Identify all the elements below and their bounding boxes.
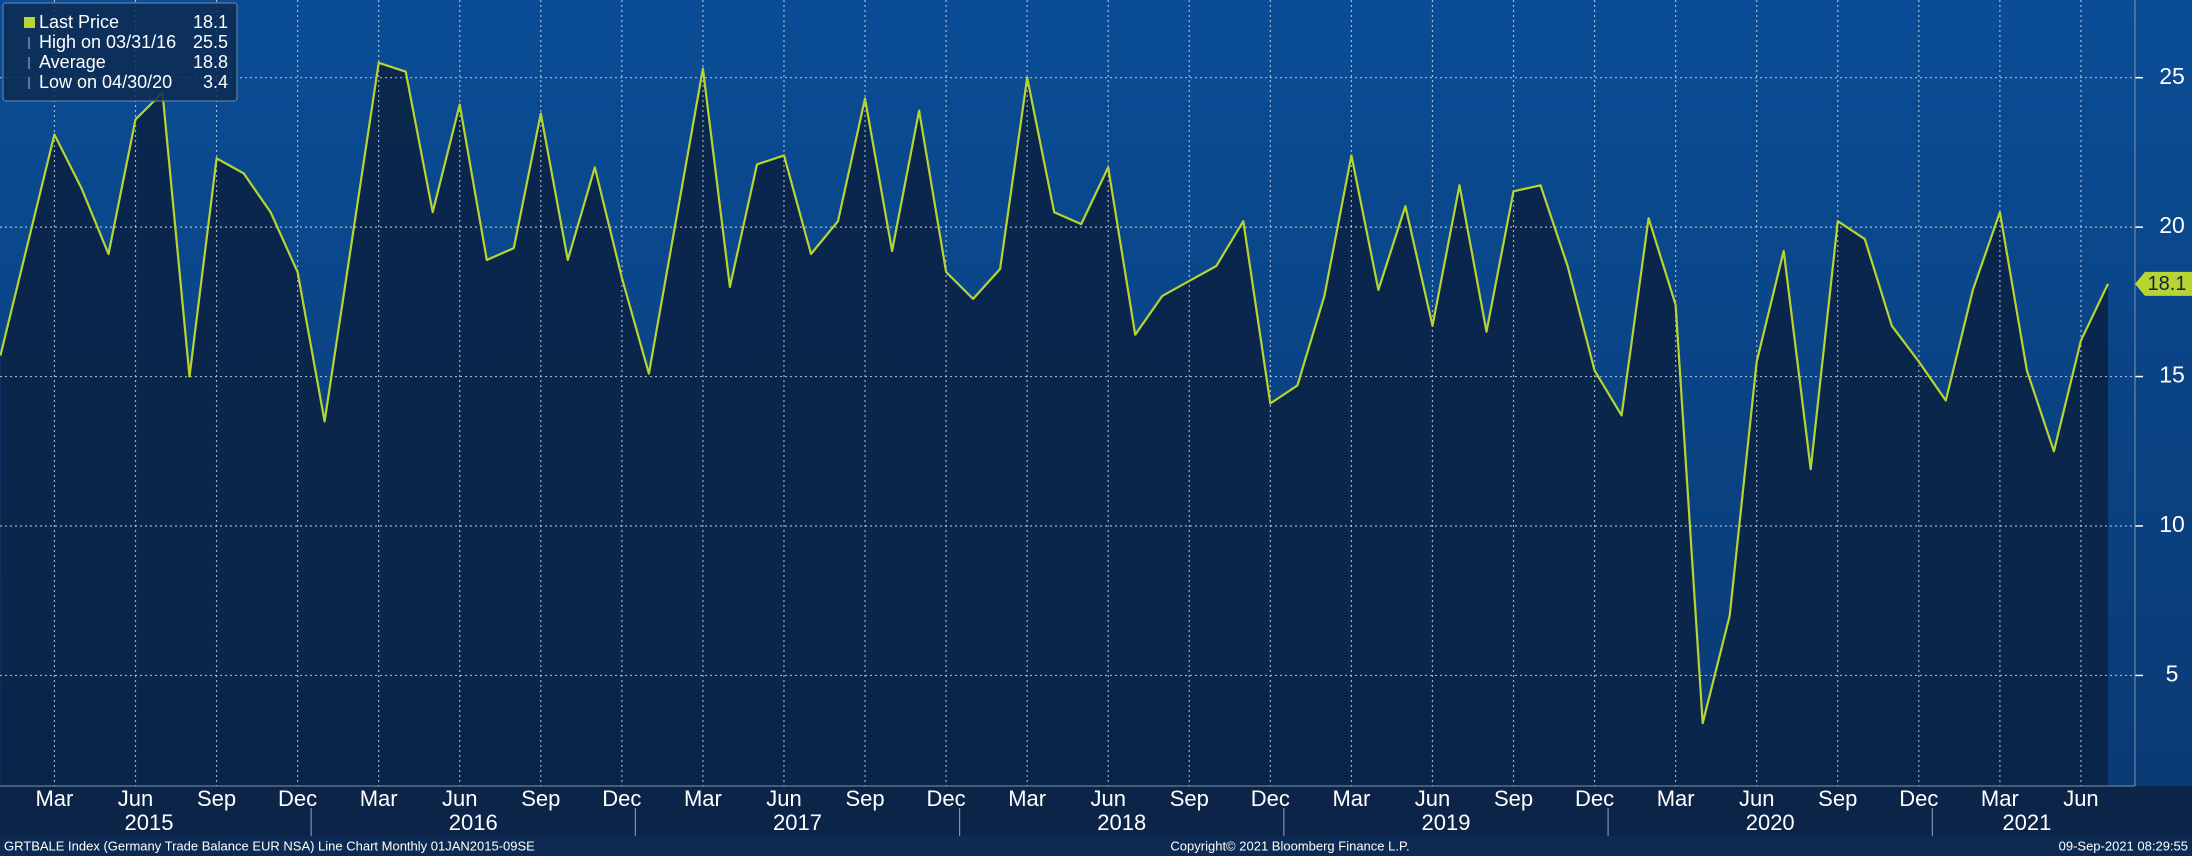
legend-value: 25.5: [193, 32, 228, 52]
legend-swatch: [24, 17, 35, 28]
y-tick-label: 15: [2159, 362, 2185, 388]
x-tick-label: Mar: [360, 786, 398, 811]
x-tick-label: Dec: [1899, 786, 1938, 811]
legend-label: High on 03/31/16: [39, 32, 176, 52]
x-tick-label: Sep: [1494, 786, 1533, 811]
x-tick-label: Dec: [602, 786, 641, 811]
footer-band: [0, 836, 2192, 856]
area: [0, 62, 2109, 787]
x-tick-label: Mar: [35, 786, 73, 811]
x-tick-label: Dec: [1575, 786, 1614, 811]
x-tick-label: Jun: [1415, 786, 1450, 811]
legend-label: Low on 04/30/20: [39, 72, 172, 92]
x-tick-label: Mar: [684, 786, 722, 811]
legend-value: 18.8: [193, 52, 228, 72]
legend-value: 18.1: [193, 12, 228, 32]
x-tick-label: Mar: [1332, 786, 1370, 811]
x-tick-label: Sep: [197, 786, 236, 811]
x-tick-label: Sep: [1170, 786, 1209, 811]
y-tick-label: 10: [2159, 511, 2185, 537]
x-tick-label: Dec: [1251, 786, 1290, 811]
y-tick-label: 5: [2166, 661, 2179, 687]
x-tick-label: Sep: [845, 786, 884, 811]
x-year-label: 2019: [1421, 810, 1470, 835]
x-tick-label: Dec: [278, 786, 317, 811]
legend-box: [2, 2, 238, 102]
footer-left: GRTBALE Index (Germany Trade Balance EUR…: [4, 838, 535, 853]
legend: Last Price 18.1 High on 03/31/16 25.5 Averag…: [2, 2, 238, 102]
x-tick-label: Mar: [1657, 786, 1695, 811]
x-year-label: 2017: [773, 810, 822, 835]
last-price-label: 18.1: [2148, 273, 2187, 295]
x-tick-label: Sep: [1818, 786, 1857, 811]
x-tick-label: Jun: [2063, 786, 2098, 811]
y-tick-label: 25: [2159, 63, 2185, 89]
x-axis-band: [0, 786, 2192, 836]
legend-label: Average: [39, 52, 106, 72]
line: [0, 61, 2109, 725]
x-tick-label: Jun: [1090, 786, 1125, 811]
legend-value: 3.4: [203, 72, 228, 92]
legend-label: Last Price: [39, 12, 119, 32]
last-price-tag: [2135, 271, 2192, 296]
x-tick-label: Jun: [118, 786, 153, 811]
x-year-label: 2015: [125, 810, 174, 835]
footer-center: Copyright© 2021 Bloomberg Finance L.P.: [1170, 838, 1409, 853]
x-year-label: 2018: [1097, 810, 1146, 835]
x-tick-label: Sep: [521, 786, 560, 811]
x-year-label: 2021: [2002, 810, 2051, 835]
x-tick-label: Mar: [1008, 786, 1046, 811]
x-tick-label: Mar: [1981, 786, 2019, 811]
footer-right: 09-Sep-2021 08:29:55: [2059, 838, 2188, 853]
x-year-label: 2016: [449, 810, 498, 835]
x-tick-label: Jun: [1739, 786, 1774, 811]
x-tick-label: Dec: [927, 786, 966, 811]
x-tick-label: Jun: [766, 786, 801, 811]
x-tick-label: Jun: [442, 786, 477, 811]
y-tick-label: 20: [2159, 212, 2185, 238]
x-year-label: 2020: [1746, 810, 1795, 835]
